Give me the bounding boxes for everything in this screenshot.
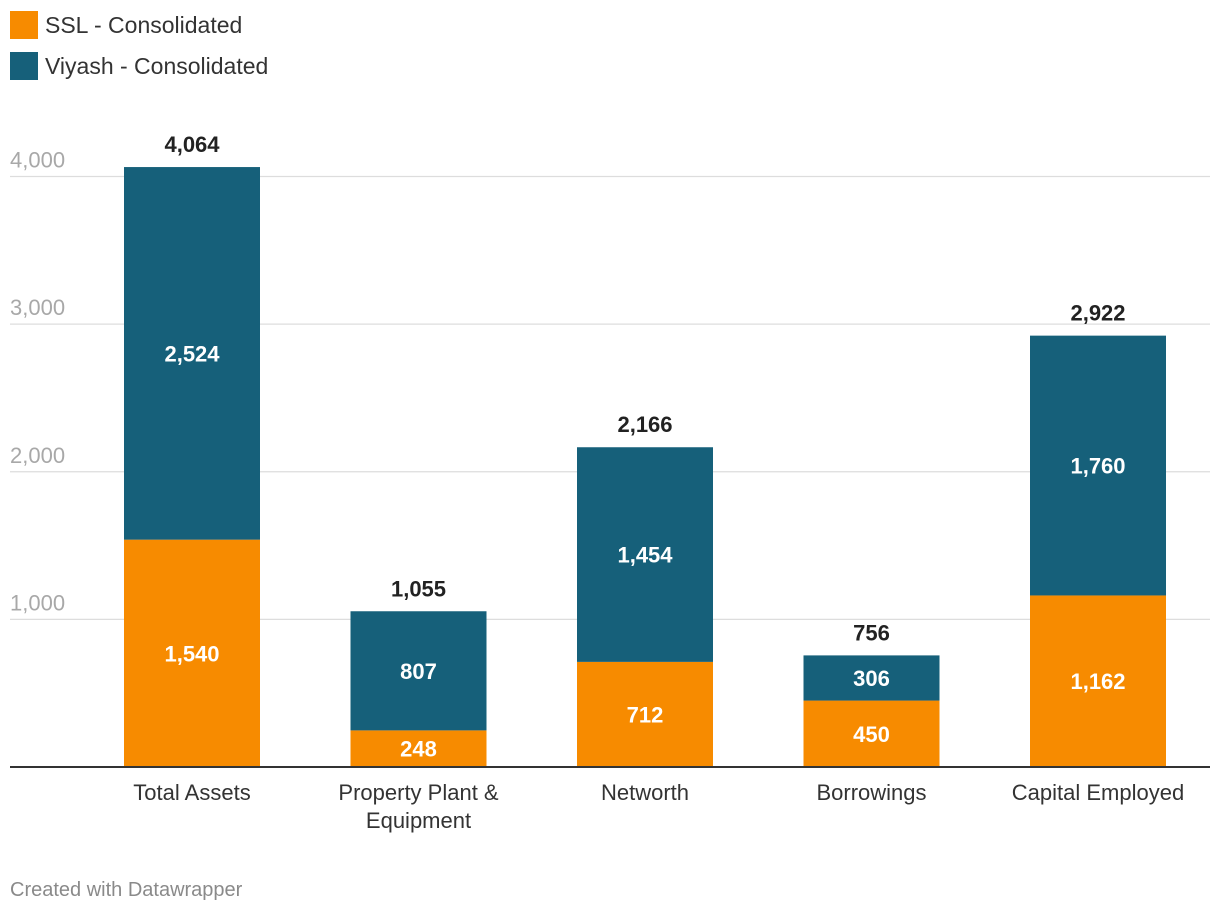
bar-label-viyash-1: 807 xyxy=(400,659,437,684)
bar-ssl-4 xyxy=(1030,595,1166,767)
y-tick-label-2000: 2,000 xyxy=(10,443,65,468)
y-tick-label-1000: 1,000 xyxy=(10,590,65,615)
bar-label-ssl-4: 1,162 xyxy=(1070,669,1125,694)
total-label-0: 4,064 xyxy=(164,132,220,157)
x-tick-label-1-1: Equipment xyxy=(366,808,471,833)
legend-item-viyash: Viyash - Consolidated xyxy=(10,51,268,81)
bar-viyash-0 xyxy=(124,167,260,540)
bar-ssl-0 xyxy=(124,539,260,767)
bar-label-viyash-3: 306 xyxy=(853,666,890,691)
x-tick-label-1-0: Property Plant & xyxy=(338,780,499,805)
bar-viyash-1 xyxy=(350,611,487,731)
bar-label-ssl-0: 1,540 xyxy=(164,641,219,666)
y-tick-label-4000: 4,000 xyxy=(10,148,65,173)
y-axis-ticks: 1,000 2,000 3,000 4,000 xyxy=(10,148,65,616)
bar-ssl-3 xyxy=(803,700,940,767)
x-axis-ticks: Total Assets Property Plant & Equipment Net… xyxy=(133,780,1184,833)
bar-label-ssl-3: 450 xyxy=(853,722,890,747)
bar-ssl-1 xyxy=(350,730,487,767)
footer-credit: Created with Datawrapper xyxy=(10,879,243,901)
bar-label-viyash-4: 1,760 xyxy=(1070,454,1125,479)
legend-label-viyash: Viyash - Consolidated xyxy=(45,52,269,79)
x-tick-label-0-0: Total Assets xyxy=(133,780,250,805)
legend-label-ssl: SSL - Consolidated xyxy=(45,11,243,38)
bar-label-viyash-0: 2,524 xyxy=(164,341,220,366)
x-tick-label-2-0: Networth xyxy=(601,780,689,805)
bar-ssl-2 xyxy=(577,661,713,767)
legend-swatch-viyash xyxy=(10,52,38,80)
total-label-3: 756 xyxy=(853,620,890,645)
bar-viyash-2 xyxy=(577,447,713,662)
legend: SSL - Consolidated Viyash - Consolidated xyxy=(10,10,268,92)
bar-label-ssl-1: 248 xyxy=(400,737,437,762)
total-label-1: 1,055 xyxy=(391,576,446,601)
total-label-4: 2,922 xyxy=(1070,301,1125,326)
bar-labels: 1,540 2,524 4,064 248 807 1,055 712 1,454 2,166 4… xyxy=(164,132,1125,762)
bar-label-viyash-2: 1,454 xyxy=(617,543,673,568)
legend-swatch-ssl xyxy=(10,11,38,39)
bar-viyash-3 xyxy=(803,655,940,701)
bars xyxy=(124,167,1166,767)
bar-label-ssl-2: 712 xyxy=(627,702,664,727)
x-tick-label-4-0: Capital Employed xyxy=(1012,780,1184,805)
legend-item-ssl: SSL - Consolidated xyxy=(10,10,268,40)
x-tick-label-3-0: Borrowings xyxy=(816,780,926,805)
y-tick-label-3000: 3,000 xyxy=(10,295,65,320)
bar-viyash-4 xyxy=(1030,335,1166,596)
total-label-2: 2,166 xyxy=(617,412,672,437)
